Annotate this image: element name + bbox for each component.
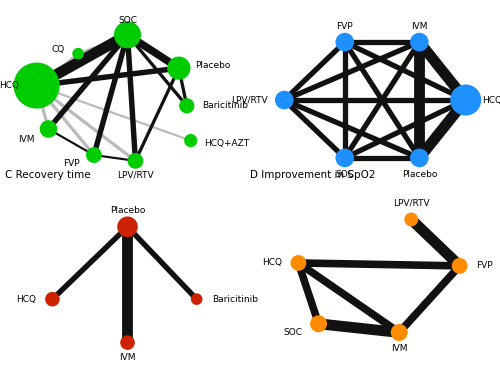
Text: SOC: SOC <box>336 170 354 178</box>
Point <box>186 138 194 144</box>
Text: IVM: IVM <box>18 135 34 144</box>
Point <box>44 126 52 132</box>
Point <box>395 329 403 335</box>
Text: Placebo: Placebo <box>110 206 145 215</box>
Point <box>124 224 132 230</box>
Text: HCQ: HCQ <box>262 258 282 268</box>
Text: CQ: CQ <box>51 45 64 54</box>
Point <box>456 263 464 269</box>
Text: LPV/RTV: LPV/RTV <box>393 199 430 208</box>
Text: Placebo: Placebo <box>194 61 230 70</box>
Text: HCQ: HCQ <box>482 96 500 105</box>
Text: Baricitinib: Baricitinib <box>202 101 248 110</box>
Point <box>416 39 424 45</box>
Point <box>192 296 200 302</box>
Point <box>462 97 469 103</box>
Point <box>132 158 140 164</box>
Text: FVP: FVP <box>336 21 353 31</box>
Point <box>124 340 132 346</box>
Point <box>294 260 302 266</box>
Text: HCQ+AZT: HCQ+AZT <box>204 139 250 148</box>
Text: D Improvement in SpO2: D Improvement in SpO2 <box>250 170 376 180</box>
Point <box>280 97 288 103</box>
Text: SOC: SOC <box>118 16 137 25</box>
Point <box>341 39 349 45</box>
Text: IVM: IVM <box>391 344 407 353</box>
Text: IVM: IVM <box>411 21 428 31</box>
Point <box>74 51 82 57</box>
Point <box>124 32 132 38</box>
Text: HCQ: HCQ <box>16 295 36 304</box>
Text: HCQ: HCQ <box>0 81 19 90</box>
Text: C Recovery time: C Recovery time <box>5 170 90 180</box>
Text: LPV/RTV: LPV/RTV <box>232 96 268 105</box>
Point <box>90 152 98 158</box>
Text: SOC: SOC <box>284 328 302 337</box>
Point <box>32 82 40 88</box>
Text: FVP: FVP <box>64 159 80 168</box>
Text: Placebo: Placebo <box>402 170 437 178</box>
Point <box>408 217 416 223</box>
Text: FVP: FVP <box>476 261 492 270</box>
Text: LPV/RTV: LPV/RTV <box>117 171 154 180</box>
Point <box>416 155 424 161</box>
Point <box>314 321 322 327</box>
Text: IVM: IVM <box>119 353 136 362</box>
Point <box>48 296 56 302</box>
Point <box>341 155 349 161</box>
Point <box>175 65 183 71</box>
Point <box>183 103 191 109</box>
Text: Baricitinib: Baricitinib <box>212 295 258 304</box>
